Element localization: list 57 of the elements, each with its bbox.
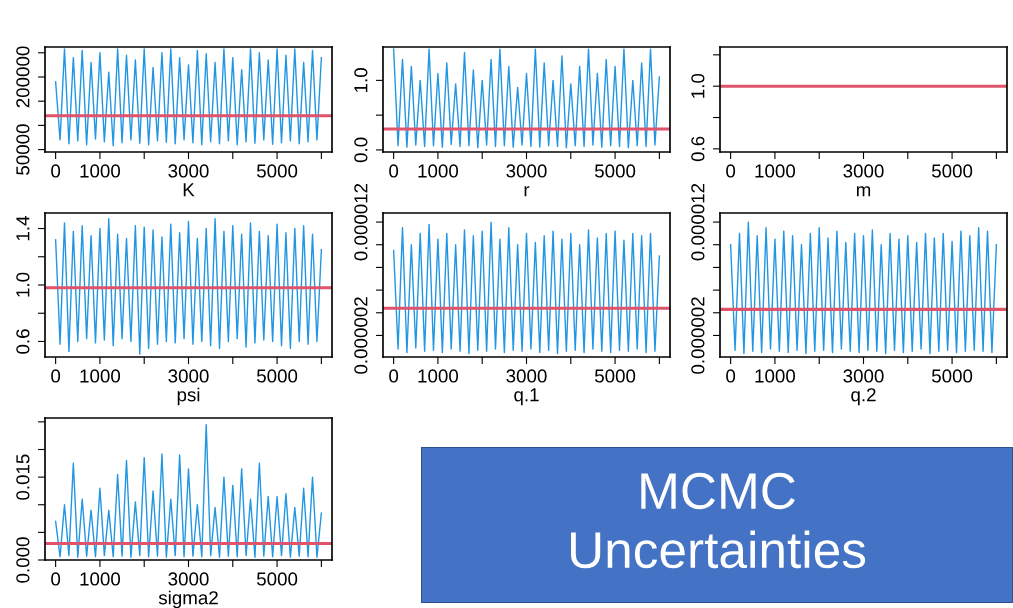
- line-series: [392, 221, 661, 355]
- x-tick-label: 5000: [256, 369, 298, 383]
- x-axis-title: m: [856, 186, 871, 197]
- x-tick-label: 5000: [256, 164, 298, 178]
- x-tick-label: 1000: [80, 369, 121, 383]
- x-tick-label: 3000: [843, 164, 884, 178]
- y-tick-label: 1.4: [16, 216, 30, 241]
- line-series: [54, 217, 323, 355]
- x-tick-label: 5000: [931, 164, 973, 178]
- x-tick-label: 3000: [506, 369, 547, 383]
- y-tick-label: 0.000012: [354, 183, 368, 261]
- x-tick-label: 1000: [80, 572, 121, 586]
- x-tick-label: 3000: [843, 369, 884, 383]
- y-tick-label: 0.000012: [691, 183, 705, 261]
- x-tick-label: 5000: [256, 572, 298, 586]
- x-tick-label: 3000: [506, 164, 547, 178]
- x-tick-label: 1000: [80, 164, 121, 178]
- x-axis-title: r: [524, 186, 530, 197]
- x-tick-label: 0: [726, 369, 736, 383]
- y-tick-label: 0.000002: [354, 297, 368, 374]
- x-tick-label: 5000: [594, 369, 636, 383]
- line-series: [54, 48, 323, 147]
- x-axis-title: K: [183, 183, 195, 197]
- x-tick-label: 0: [51, 164, 61, 178]
- line-series: [392, 48, 661, 149]
- x-tick-label: 0: [389, 369, 399, 383]
- y-tick-label: 0.000002: [691, 297, 705, 374]
- y-tick-label: 0.015: [16, 454, 30, 500]
- y-tick-label: 0.6: [16, 329, 30, 354]
- y-tick-label: 0.0: [354, 137, 368, 163]
- y-tick-label: 1.0: [691, 73, 705, 98]
- text: MCMC Uncertainties: [571, 472, 866, 569]
- y-tick-label: 200000: [16, 46, 30, 108]
- x-tick-label: 5000: [594, 164, 636, 178]
- x-axis-title: sigma2: [158, 590, 218, 608]
- x-axis-title: q.1: [514, 388, 539, 406]
- x-tick-label: 1000: [418, 164, 459, 178]
- x-tick-label: 3000: [168, 369, 209, 383]
- x-tick-label: 3000: [168, 572, 209, 586]
- x-tick-label: 1000: [755, 369, 796, 383]
- x-tick-label: 1000: [755, 164, 796, 178]
- x-tick-label: 0: [51, 369, 61, 383]
- y-tick-label: 50000: [16, 124, 30, 175]
- y-tick-label: 1.0: [354, 68, 368, 92]
- line-series: [54, 423, 323, 558]
- line-series: [729, 221, 998, 355]
- x-tick-label: 0: [51, 572, 61, 586]
- x-tick-label: 5000: [931, 369, 973, 383]
- x-tick-label: 3000: [168, 164, 209, 178]
- x-axis-title: psi: [177, 387, 200, 406]
- y-tick-label: 1.0: [16, 272, 30, 297]
- x-tick-label: 1000: [418, 369, 459, 383]
- x-tick-label: 0: [389, 164, 399, 178]
- x-axis-title: q.2: [851, 388, 876, 406]
- y-tick-label: 0.6: [691, 136, 705, 162]
- y-tick-label: 0.000: [16, 537, 30, 583]
- x-tick-label: 0: [726, 164, 736, 178]
